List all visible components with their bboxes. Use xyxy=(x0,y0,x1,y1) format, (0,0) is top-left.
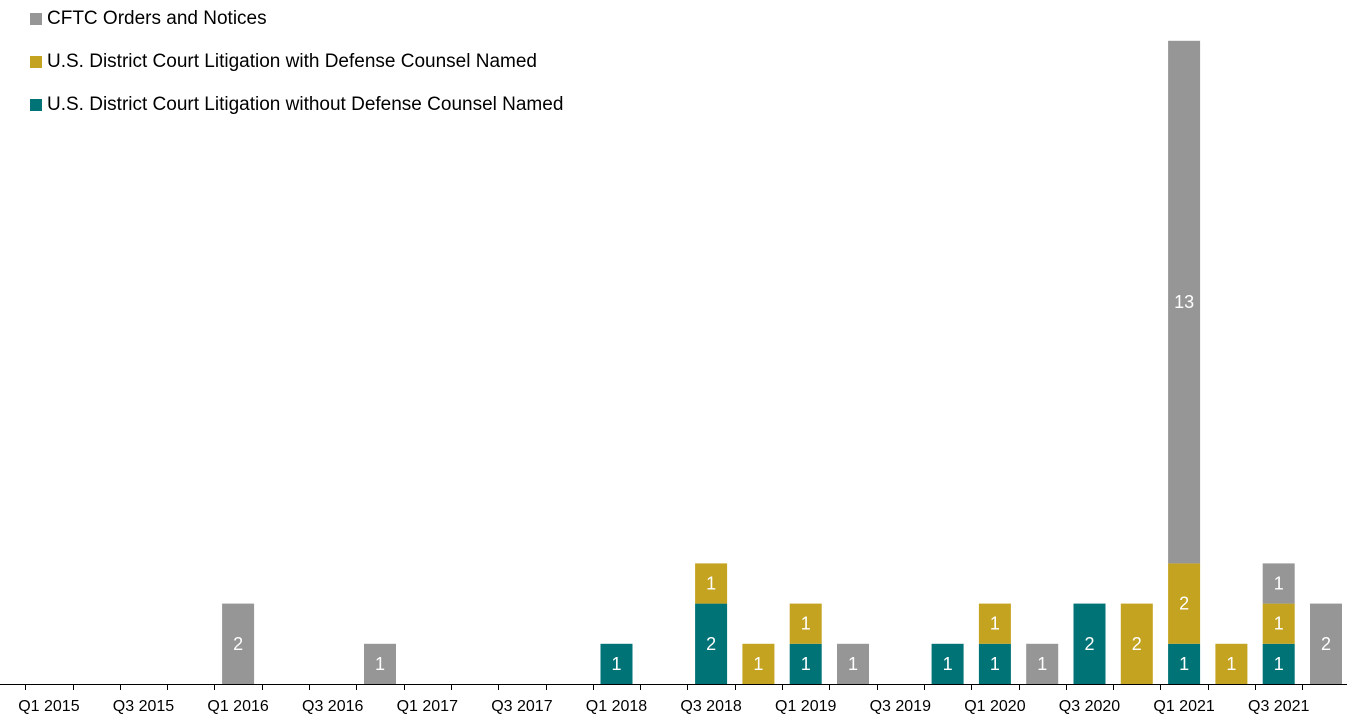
x-tick-label: Q3 2018 xyxy=(680,698,741,715)
legend-swatch-cftc xyxy=(30,13,42,25)
data-label: 2 xyxy=(233,634,243,654)
x-tick-label: Q3 2015 xyxy=(113,698,174,715)
bar-segment xyxy=(222,603,255,684)
x-tick-label: Q1 2019 xyxy=(775,698,836,715)
x-tick-label: Q3 2017 xyxy=(491,698,552,715)
bar-segment xyxy=(1168,40,1201,564)
bar-segment xyxy=(1168,563,1201,644)
data-label: 1 xyxy=(943,654,953,674)
x-tick-label: Q3 2016 xyxy=(302,698,363,715)
legend-item-with-counsel: U.S. District Court Litigation with Defe… xyxy=(30,51,563,73)
data-label: 1 xyxy=(801,614,811,634)
bar-segment xyxy=(837,643,869,684)
x-tick-label: Q1 2015 xyxy=(18,698,79,715)
legend-item-without-counsel: U.S. District Court Litigation without D… xyxy=(30,94,563,116)
legend-swatch-with-counsel xyxy=(30,56,42,68)
bar-segment xyxy=(1310,603,1342,684)
bar-segment xyxy=(695,563,728,604)
bar-segment xyxy=(1262,603,1295,644)
bar-segment xyxy=(695,603,728,684)
bar-segment xyxy=(978,603,1011,644)
bar-segment xyxy=(1262,643,1295,684)
data-label: 1 xyxy=(1226,654,1236,674)
bar-segment xyxy=(978,643,1011,684)
data-label: 1 xyxy=(801,654,811,674)
data-label: 2 xyxy=(1084,634,1094,654)
data-label: 1 xyxy=(1274,574,1284,594)
data-label: 1 xyxy=(1274,614,1284,634)
x-tick-label: Q1 2016 xyxy=(207,698,268,715)
data-label: 1 xyxy=(706,574,716,594)
data-label: 2 xyxy=(1321,634,1331,654)
x-tick-label: Q3 2019 xyxy=(870,698,931,715)
data-label: 1 xyxy=(848,654,858,674)
data-label: 1 xyxy=(1274,654,1284,674)
x-tick-label: Q1 2021 xyxy=(1153,698,1214,715)
data-label: 2 xyxy=(1132,634,1142,654)
data-label: 1 xyxy=(375,654,385,674)
bar-segment xyxy=(789,603,822,644)
bar-segment xyxy=(931,643,964,684)
x-tick-label: Q1 2020 xyxy=(964,698,1025,715)
data-label: 1 xyxy=(990,654,1000,674)
legend-swatch-without-counsel xyxy=(30,99,42,111)
bar-segment xyxy=(1168,643,1201,684)
bar-segment xyxy=(1262,563,1295,604)
x-tick-label: Q1 2017 xyxy=(397,698,458,715)
bar-segment xyxy=(600,643,633,684)
legend-label-without-counsel: U.S. District Court Litigation without D… xyxy=(47,94,564,115)
data-label: 1 xyxy=(753,654,763,674)
legend: CFTC Orders and Notices U.S. District Co… xyxy=(30,8,563,137)
bar-segment xyxy=(742,643,775,684)
data-label: 1 xyxy=(611,654,621,674)
x-tick-label: Q3 2020 xyxy=(1059,698,1120,715)
bar-segment xyxy=(1026,643,1059,684)
bar-segment xyxy=(364,643,396,684)
bar-segment xyxy=(789,643,822,684)
data-label: 1 xyxy=(1037,654,1047,674)
data-label: 2 xyxy=(1179,594,1189,614)
data-label: 2 xyxy=(706,634,716,654)
legend-label-with-counsel: U.S. District Court Litigation with Defe… xyxy=(47,51,537,72)
data-label: 13 xyxy=(1174,292,1194,312)
bar-segment xyxy=(1215,643,1248,684)
x-tick-label: Q3 2021 xyxy=(1248,698,1309,715)
bar-segment xyxy=(1073,603,1106,684)
legend-label-cftc: CFTC Orders and Notices xyxy=(47,8,267,29)
data-label: 1 xyxy=(990,614,1000,634)
data-label: 1 xyxy=(1179,654,1189,674)
legend-item-cftc: CFTC Orders and Notices xyxy=(30,8,563,30)
bar-segment xyxy=(1120,603,1153,684)
x-tick-label: Q1 2018 xyxy=(586,698,647,715)
